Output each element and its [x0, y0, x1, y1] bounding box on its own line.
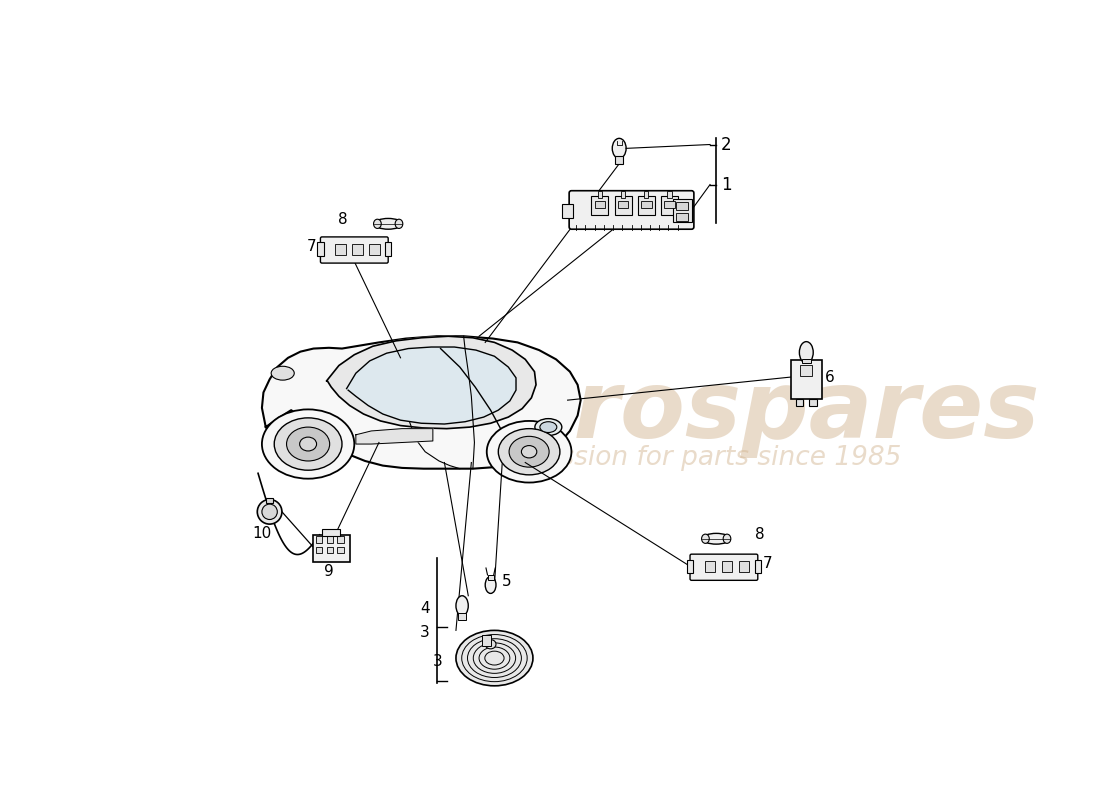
Bar: [487, 575, 494, 580]
Bar: [352, 244, 363, 254]
Bar: [615, 196, 631, 214]
Text: 10: 10: [253, 526, 272, 541]
Ellipse shape: [723, 534, 730, 543]
Text: 9: 9: [323, 564, 333, 579]
Bar: [802, 358, 811, 363]
Ellipse shape: [521, 446, 537, 458]
Text: a passion for parts since 1985: a passion for parts since 1985: [503, 445, 902, 471]
Ellipse shape: [272, 366, 295, 380]
Bar: [459, 614, 466, 620]
Bar: [791, 360, 822, 398]
Text: 7: 7: [762, 556, 772, 571]
Ellipse shape: [374, 218, 403, 230]
Polygon shape: [262, 336, 581, 469]
Ellipse shape: [498, 429, 560, 475]
Ellipse shape: [540, 422, 557, 433]
Ellipse shape: [299, 437, 317, 451]
Bar: [705, 561, 715, 572]
Ellipse shape: [455, 630, 534, 686]
Ellipse shape: [485, 640, 496, 649]
Bar: [338, 537, 343, 542]
Text: 4: 4: [420, 602, 429, 616]
Bar: [316, 537, 322, 542]
Bar: [722, 561, 733, 572]
Bar: [640, 201, 651, 209]
Bar: [336, 244, 345, 254]
Text: 7: 7: [307, 238, 316, 254]
Text: eurospares: eurospares: [442, 366, 1040, 458]
Bar: [644, 191, 648, 198]
Ellipse shape: [455, 596, 469, 616]
Circle shape: [257, 499, 282, 524]
Ellipse shape: [535, 418, 562, 435]
Bar: [318, 242, 323, 256]
FancyBboxPatch shape: [690, 554, 758, 580]
Bar: [338, 547, 343, 554]
Bar: [738, 561, 749, 572]
Ellipse shape: [262, 410, 354, 478]
Bar: [597, 191, 603, 198]
Bar: [327, 547, 333, 554]
Bar: [638, 196, 654, 214]
Bar: [368, 244, 379, 254]
Bar: [327, 537, 333, 542]
Bar: [676, 213, 689, 221]
Ellipse shape: [485, 577, 496, 594]
Text: 3: 3: [420, 625, 429, 640]
Ellipse shape: [702, 534, 710, 543]
Ellipse shape: [702, 534, 730, 544]
Ellipse shape: [509, 436, 549, 467]
Text: 5: 5: [502, 574, 512, 589]
Bar: [482, 635, 492, 646]
Bar: [562, 204, 573, 218]
Text: 8: 8: [338, 213, 348, 227]
Ellipse shape: [486, 421, 572, 482]
Bar: [312, 535, 350, 562]
Polygon shape: [356, 429, 433, 444]
Polygon shape: [346, 347, 516, 424]
Bar: [322, 529, 341, 537]
Ellipse shape: [286, 427, 330, 461]
Bar: [673, 199, 692, 222]
Bar: [266, 498, 274, 502]
Bar: [676, 202, 689, 210]
Ellipse shape: [374, 219, 382, 229]
Bar: [594, 201, 605, 209]
Bar: [385, 242, 392, 256]
Ellipse shape: [274, 418, 342, 470]
FancyBboxPatch shape: [569, 190, 694, 230]
Text: 2: 2: [720, 135, 732, 154]
Bar: [800, 365, 813, 375]
Ellipse shape: [800, 342, 813, 363]
Ellipse shape: [395, 219, 403, 229]
Text: 6: 6: [825, 370, 835, 385]
Bar: [667, 191, 671, 198]
Bar: [661, 196, 678, 214]
FancyBboxPatch shape: [320, 237, 388, 263]
Circle shape: [262, 504, 277, 519]
Ellipse shape: [613, 138, 626, 158]
Bar: [795, 398, 803, 406]
Bar: [686, 559, 693, 574]
Bar: [664, 201, 674, 209]
Bar: [316, 547, 322, 554]
Polygon shape: [327, 336, 536, 429]
Text: 3: 3: [433, 654, 442, 670]
Bar: [620, 191, 625, 198]
Bar: [755, 559, 761, 574]
Bar: [592, 196, 608, 214]
Bar: [810, 398, 817, 406]
Bar: [618, 201, 628, 209]
Text: 8: 8: [755, 527, 764, 542]
Bar: [615, 156, 623, 164]
Text: 1: 1: [720, 175, 732, 194]
